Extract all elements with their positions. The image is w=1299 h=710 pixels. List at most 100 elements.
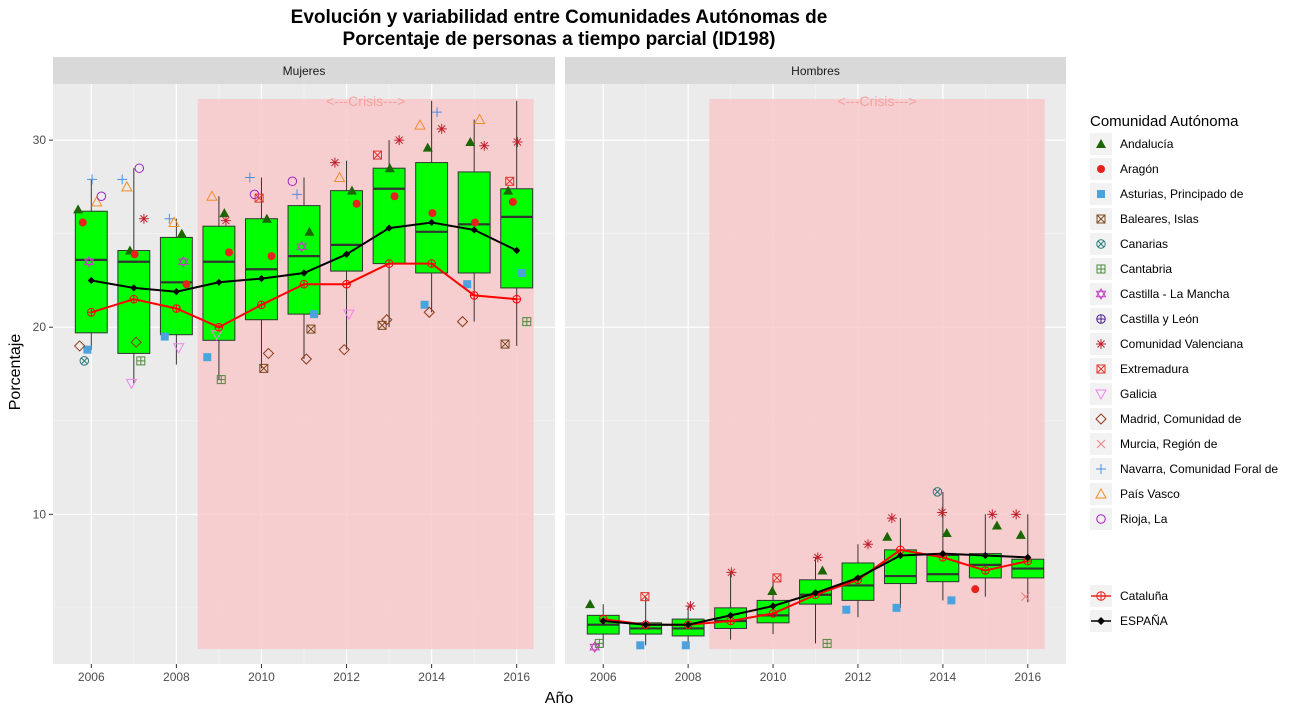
point-mujeres <box>96 191 107 202</box>
strip-label-mujeres: Mujeres <box>283 64 326 78</box>
point-mujeres <box>352 199 361 208</box>
point-hombres <box>892 603 901 612</box>
legend-label: Galicia <box>1120 387 1157 401</box>
point-mujeres <box>508 197 517 206</box>
box-body <box>287 205 321 315</box>
box-body <box>500 188 534 289</box>
point-espana <box>215 278 223 286</box>
point-mujeres <box>78 218 87 227</box>
legend-item: Baleares, Islas <box>1090 208 1199 230</box>
point-mujeres <box>168 216 180 227</box>
legend-symbol <box>1095 389 1107 401</box>
x-tick-label: 2008 <box>675 670 702 684</box>
point-mujeres <box>261 213 272 223</box>
legend-label: Comunidad Valenciana <box>1120 337 1244 351</box>
panel-mujeres: Mujeres <---Crisis---> 2006 2008 2010 2012 201… <box>53 57 555 684</box>
point-espana <box>342 250 351 258</box>
legend-label: Canarias <box>1120 237 1168 251</box>
legend-label: Castilla - La Mancha <box>1120 287 1230 301</box>
legend-item: Andalucía <box>1090 133 1174 155</box>
point-hombres <box>971 585 980 594</box>
point-espana <box>684 621 692 629</box>
point-espana <box>896 551 905 560</box>
point-mujeres <box>292 189 303 200</box>
point-mujeres <box>219 208 230 218</box>
crisis-label: <---Crisis---> <box>326 93 405 109</box>
legend-label: Aragón <box>1120 162 1159 176</box>
legend-symbol <box>1097 165 1105 173</box>
legend-item: ESPAÑA <box>1090 610 1168 632</box>
panels: Mujeres <---Crisis---> 2006 2008 2010 2012 201… <box>53 57 1066 684</box>
point-mujeres <box>117 174 128 185</box>
panel-hombres: Hombres <---Crisis---> 2006 2008 2010 2012 201… <box>565 57 1066 684</box>
point-hombres <box>640 592 650 602</box>
point-mujeres <box>203 353 212 362</box>
point-hombres <box>772 573 782 583</box>
point-mujeres <box>420 300 429 309</box>
point-cataluna <box>768 609 778 618</box>
point-espana <box>726 611 735 619</box>
point-hombres <box>594 638 604 648</box>
point-mujeres <box>390 192 399 201</box>
x-tick-label: 2016 <box>503 670 530 684</box>
point-hombres <box>681 641 690 650</box>
y-tick-label: 30 <box>33 133 47 147</box>
legend-key <box>1090 408 1112 430</box>
point-mujeres <box>306 324 316 334</box>
legend-label: Castilla y León <box>1120 312 1199 326</box>
legend-symbol <box>1096 264 1106 274</box>
point-mujeres <box>384 163 395 173</box>
legend-item: Cantabria <box>1090 258 1172 280</box>
point-mujeres <box>329 157 340 168</box>
point-hombres <box>1011 509 1022 520</box>
point-espana <box>981 551 989 560</box>
point-hombres <box>636 641 645 650</box>
point-mujeres <box>73 204 84 214</box>
x-tick-label: 2012 <box>845 670 872 684</box>
point-espana <box>300 269 308 277</box>
point-mujeres <box>259 363 269 373</box>
x-tick-label: 2016 <box>1014 670 1041 684</box>
point-espana <box>87 276 95 285</box>
x-axis-title: Año <box>545 690 574 707</box>
point-mujeres <box>463 280 472 289</box>
point-hombres <box>1015 529 1026 539</box>
x-tick-label: 2010 <box>760 670 787 684</box>
legend-symbol <box>1096 464 1106 474</box>
point-mujeres <box>479 140 490 151</box>
point-hombres <box>685 601 696 611</box>
point-cataluna <box>129 294 139 304</box>
legend-item: Galicia <box>1090 383 1157 405</box>
point-mujeres <box>436 123 447 134</box>
point-hombres <box>882 531 893 541</box>
box-body <box>372 167 406 265</box>
point-mujeres <box>244 172 255 183</box>
point-mujeres <box>304 226 315 236</box>
legend-item: Castilla y León <box>1090 308 1199 330</box>
chart-title-line1: Evolución y variabilidad entre Comunidad… <box>291 7 828 28</box>
point-cataluna <box>981 566 990 575</box>
point-cataluna <box>384 259 394 268</box>
legend-item: Madrid, Comunidad de <box>1090 408 1242 430</box>
point-mujeres <box>130 250 139 259</box>
x-tick-label: 2012 <box>333 670 360 684</box>
point-espana <box>939 550 947 558</box>
point-espana <box>130 284 138 292</box>
point-mujeres <box>254 193 264 203</box>
point-hombres <box>947 596 956 605</box>
point-mujeres <box>225 248 234 257</box>
point-mujeres <box>338 343 350 356</box>
point-mujeres <box>120 180 133 192</box>
legend-symbol <box>1095 413 1107 425</box>
y-tick-label: 10 <box>33 507 47 521</box>
legend-label: Cataluña <box>1120 589 1168 603</box>
point-hombres <box>1021 592 1030 601</box>
point-cataluna <box>427 259 436 268</box>
strip-mujeres <box>53 57 555 84</box>
point-espana <box>1024 553 1032 561</box>
box-mujeres-2016 <box>500 100 534 346</box>
point-mujeres <box>296 240 308 253</box>
point-mujeres <box>512 137 523 147</box>
point-cataluna <box>469 291 479 300</box>
